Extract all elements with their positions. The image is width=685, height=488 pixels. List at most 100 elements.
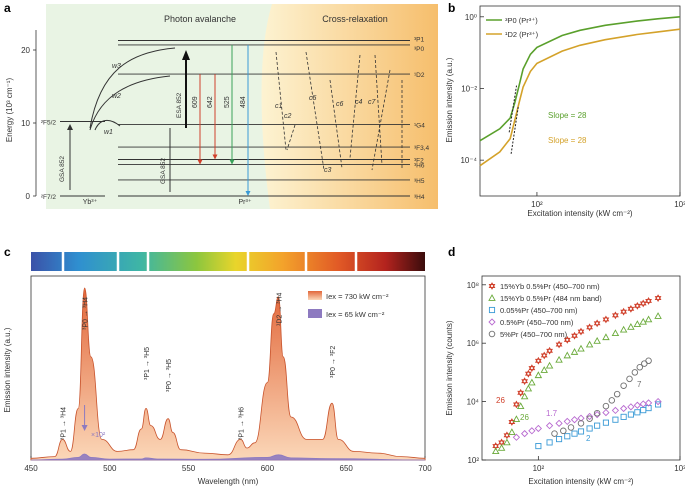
emission-label: 484 xyxy=(240,96,247,108)
data-point-d-2 xyxy=(586,425,593,432)
data-point-d-2 xyxy=(634,409,641,416)
annot-1-7: 1.7 xyxy=(546,409,558,418)
data-point-d-2 xyxy=(594,422,601,429)
y-tick-label-d: 10⁴ xyxy=(467,398,480,407)
slope-label-p0: Slope = 28 xyxy=(548,111,587,120)
data-point-d-4 xyxy=(645,357,652,365)
y-axis-label: Energy (10³ cm⁻¹) xyxy=(5,78,14,143)
data-point-d-1 xyxy=(563,351,572,359)
x-tick-label-d: 10³ xyxy=(674,464,685,473)
data-point-d-1 xyxy=(619,325,628,333)
data-point-d-3 xyxy=(528,427,536,435)
data-point-d-0 xyxy=(503,431,511,440)
legend-d-3: 0.5%Pr (450–700 nm) xyxy=(500,318,574,327)
y-tick-label-b: 10⁻² xyxy=(461,84,477,93)
data-point-d-3 xyxy=(611,406,620,415)
y-axis-label-d: Emission intensity (counts) xyxy=(445,320,454,415)
data-point-d-0 xyxy=(563,335,571,344)
data-point-d-0 xyxy=(546,346,553,355)
data-point-d-3 xyxy=(602,408,610,417)
data-point-d-4 xyxy=(560,427,567,435)
x-tick-label-c: 650 xyxy=(340,464,354,473)
esa-arrowhead xyxy=(182,50,190,60)
data-point-d-0 xyxy=(627,304,635,313)
yb-level-label: ²F7/2 xyxy=(41,194,57,201)
data-point-d-4 xyxy=(602,402,610,410)
data-point-d-2 xyxy=(571,430,578,437)
data-point-d-3 xyxy=(577,414,585,422)
spectrum-area-0 xyxy=(30,287,426,461)
data-point-d-0 xyxy=(586,323,593,332)
spectrum-area-1 xyxy=(30,453,426,461)
y-tick-label-d: 10⁸ xyxy=(467,281,479,290)
label-c3: c3 xyxy=(324,167,332,174)
x-axis-label-b: Excitation intensity (kW cm⁻²) xyxy=(527,209,632,218)
ion-label-pr: Pr³⁺ xyxy=(238,199,251,206)
data-point-d-3 xyxy=(593,410,601,419)
label-c6: c6 xyxy=(336,101,344,108)
data-point-d-2 xyxy=(620,413,627,420)
pr-level-label: ³F3,4 xyxy=(414,145,430,152)
data-point-d-2 xyxy=(564,433,571,440)
peak-label: ³P1 → ³H5 xyxy=(144,347,151,380)
data-point-d-2 xyxy=(577,428,585,435)
panel-d: d 10² 10³ 10² 10⁴ 10⁶ 10⁸ 15%Yb 0.5%Pr (450–7… xyxy=(445,245,685,486)
data-point-d-0 xyxy=(612,311,619,320)
series-line-b-0 xyxy=(479,16,681,142)
transfer-w1 xyxy=(94,120,121,131)
data-point-d-4 xyxy=(593,409,601,417)
data-point-d-1 xyxy=(570,348,579,355)
data-point-d-3 xyxy=(570,416,579,424)
data-point-d-0 xyxy=(555,340,563,349)
emission-arrowhead xyxy=(245,191,251,196)
panel-letter-d: d xyxy=(448,245,455,259)
x-tick-label-c: 500 xyxy=(103,464,117,473)
legend-b-0: ³P0 (Pr³⁺) xyxy=(505,16,538,25)
emission-label: 525 xyxy=(224,96,231,108)
data-point-d-4 xyxy=(613,390,621,398)
panel-letter-b: b xyxy=(448,1,455,15)
slope-fit-line xyxy=(508,85,518,133)
transfer-w2 xyxy=(89,75,171,131)
data-point-d-3 xyxy=(534,424,542,433)
label-c2: c2 xyxy=(284,113,292,120)
cr-line xyxy=(371,69,391,171)
data-point-d-0 xyxy=(528,364,536,373)
data-point-d-4 xyxy=(620,382,627,389)
cross-relaxation-region xyxy=(261,4,438,209)
annot-2: 2 xyxy=(586,434,591,443)
data-point-d-1 xyxy=(524,384,533,392)
gsa-label-pr: GSA 852 xyxy=(160,158,167,184)
series-line-b-1 xyxy=(479,28,681,167)
data-point-d-1 xyxy=(627,323,635,330)
x-tick-label-b: 10² xyxy=(531,200,543,209)
label-c1: c1 xyxy=(275,103,283,110)
label-c7: c7 xyxy=(368,99,377,106)
data-point-d-3 xyxy=(644,399,653,407)
data-point-d-1 xyxy=(520,392,529,400)
gsa-label-yb: GSA 852 xyxy=(59,156,66,182)
data-point-d-1 xyxy=(516,402,525,409)
label-c4: c4 xyxy=(355,99,363,106)
x-axis-label-c: Wavelength (nm) xyxy=(198,477,259,486)
pr-level-label: ³P1 xyxy=(414,37,425,44)
pr-level-label: ¹G4 xyxy=(414,122,425,129)
emission-label: 609 xyxy=(192,96,199,108)
data-point-d-3 xyxy=(585,412,594,421)
emission-label: 642 xyxy=(207,96,214,108)
esa-label: ESA 852 xyxy=(176,92,183,118)
x-tick-label-c: 700 xyxy=(418,464,432,473)
data-point-d-1 xyxy=(611,329,620,337)
region-photon-avalanche: Photon avalanche xyxy=(164,14,236,24)
data-point-d-3 xyxy=(633,401,641,409)
legend-c-0: Iex = 730 kW cm⁻² xyxy=(326,292,389,301)
transfer-w3 xyxy=(89,47,176,129)
data-point-d-1 xyxy=(503,438,511,446)
peak-label: ³P0 → ³H4 xyxy=(83,297,90,330)
data-point-d-1 xyxy=(644,315,653,323)
data-point-d-4 xyxy=(551,430,558,437)
data-point-d-3 xyxy=(639,400,647,408)
region-cross-relaxation: Cross-relaxation xyxy=(322,14,388,24)
legend-marker-d-0 xyxy=(488,282,496,290)
y-tick-label-d: 10² xyxy=(467,456,479,465)
